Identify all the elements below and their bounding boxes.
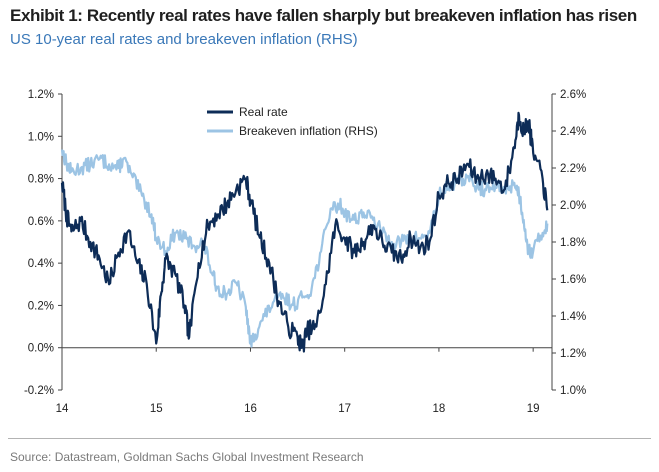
series-layer	[60, 111, 549, 353]
y-right-tick-label: 2.6%	[560, 89, 586, 101]
y-left-tick-label: 0.8%	[28, 174, 54, 186]
y-right-tick-label: 2.0%	[560, 200, 586, 212]
x-tick-label: 18	[433, 403, 446, 415]
y-right-tick-label: 2.2%	[560, 163, 586, 175]
series-line-real-rate	[60, 111, 549, 353]
y-right-tick-label: 1.0%	[560, 385, 586, 397]
y-left-tick-label: 0.6%	[28, 216, 54, 228]
y-left-tick-label: -0.2%	[24, 385, 54, 397]
x-tick-label: 17	[338, 403, 351, 415]
y-left-tick-label: 0.4%	[28, 258, 54, 270]
line-chart: -0.2% 0.0% 0.2% 0.4% 0.6% 0.8% 1.0% 1.2% 1.0% 1.2…	[24, 89, 586, 415]
y-left-tick-label: 0.0%	[28, 343, 54, 355]
source-divider	[8, 438, 651, 439]
y-left-tick-label: 1.2%	[28, 89, 54, 101]
legend: Real rate Breakeven inflation (RHS)	[207, 105, 378, 138]
y-left-tick-label: 1.0%	[28, 131, 54, 143]
legend-label: Breakeven inflation (RHS)	[239, 124, 378, 138]
y-right-tick-label: 1.4%	[560, 311, 586, 323]
y-right-tick-label: 1.8%	[560, 237, 586, 249]
y-right-tick-label: 1.6%	[560, 274, 586, 286]
x-tick-label: 19	[527, 403, 540, 415]
x-tick-label: 15	[150, 403, 163, 415]
axes: -0.2% 0.0% 0.2% 0.4% 0.6% 0.8% 1.0% 1.2% 1.0% 1.2…	[24, 89, 586, 415]
x-tick-label: 14	[56, 403, 69, 415]
y-left-tick-label: 0.2%	[28, 300, 54, 312]
chart-subtitle: US 10-year real rates and breakeven infl…	[10, 31, 358, 48]
y-right-tick-label: 2.4%	[560, 126, 586, 138]
source-note: Source: Datastream, Goldman Sachs Global…	[10, 450, 364, 464]
legend-label: Real rate	[239, 105, 288, 119]
y-right-tick-label: 1.2%	[560, 348, 586, 360]
chart-title: Exhibit 1: Recently real rates have fall…	[10, 6, 637, 25]
x-tick-label: 16	[244, 403, 257, 415]
